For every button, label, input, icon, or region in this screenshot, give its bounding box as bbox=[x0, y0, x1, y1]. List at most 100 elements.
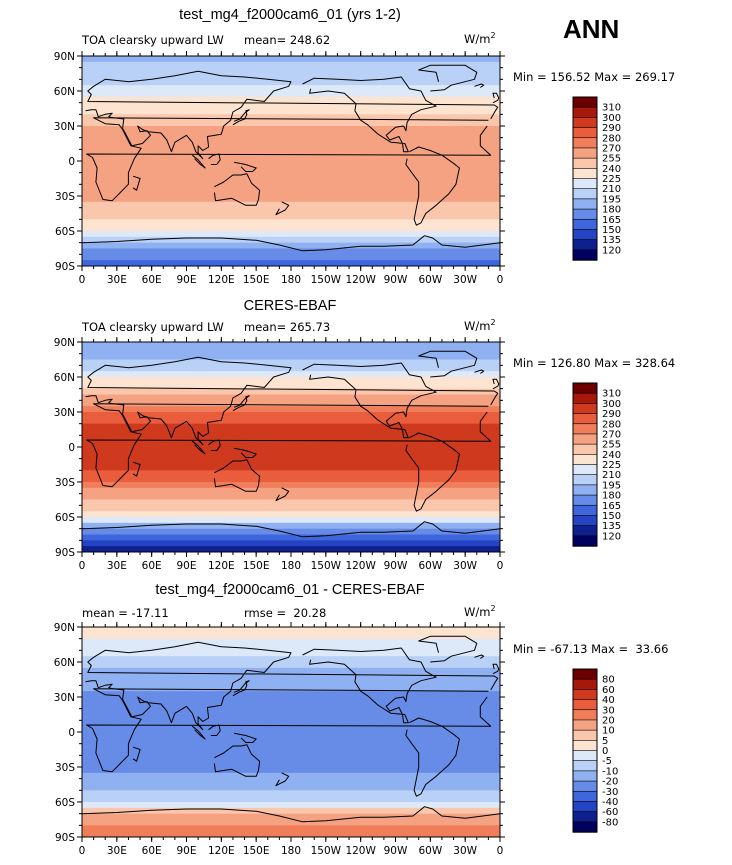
colorbar-level-label: -5 bbox=[602, 756, 612, 767]
lon-tick-label: 60W bbox=[418, 274, 442, 286]
colorbar-level-label: 310 bbox=[602, 389, 621, 400]
field-band bbox=[82, 184, 500, 191]
field-band bbox=[82, 702, 500, 710]
lat-tick-label: 90N bbox=[54, 337, 75, 349]
field-band bbox=[82, 720, 500, 727]
coastline-north-america bbox=[302, 362, 437, 439]
coastline-iceland bbox=[474, 654, 485, 659]
coastline-antarctica bbox=[82, 235, 500, 252]
field-band bbox=[82, 85, 500, 92]
panel1-title: test_mg4_f2000cam6_01 (yrs 1-2) bbox=[179, 7, 401, 23]
colorbar-swatch bbox=[572, 760, 598, 772]
colorbar-level-label: 255 bbox=[602, 440, 621, 451]
lon-tick-label: 90E bbox=[177, 560, 197, 572]
coastline-uk bbox=[492, 378, 500, 390]
colorbar-swatch bbox=[572, 821, 598, 833]
lat-tick-label: 30N bbox=[54, 692, 75, 704]
panel3-units: W/m2 bbox=[464, 604, 496, 619]
lat-tick-label: 30S bbox=[55, 191, 75, 203]
colorbar-level-label: 165 bbox=[602, 501, 621, 512]
lon-tick-label: 0 bbox=[497, 845, 504, 857]
colorbar-level-label: 195 bbox=[602, 480, 621, 491]
field-band bbox=[82, 511, 500, 518]
lat-tick-label: 90S bbox=[55, 832, 75, 844]
colorbar-level-label: 80 bbox=[602, 675, 615, 686]
field-band bbox=[82, 73, 500, 80]
field-band bbox=[82, 225, 500, 232]
coastline-new-guinea bbox=[234, 732, 257, 743]
lon-tick-label: 0 bbox=[79, 845, 86, 857]
field-band bbox=[82, 638, 500, 646]
field-band bbox=[82, 207, 500, 215]
field-band bbox=[82, 394, 500, 401]
lon-tick-label: 90E bbox=[177, 274, 197, 286]
field-band bbox=[82, 755, 500, 762]
colorbar-swatch bbox=[572, 403, 598, 415]
coastline-uk bbox=[492, 663, 500, 675]
field-band bbox=[82, 534, 500, 541]
field-band bbox=[82, 749, 500, 756]
coastline-madagascar bbox=[132, 175, 141, 191]
colorbar-swatch bbox=[572, 790, 598, 803]
colorbar-swatch bbox=[572, 168, 598, 180]
field-band bbox=[82, 441, 500, 448]
field-band bbox=[82, 178, 500, 185]
field-band bbox=[82, 172, 500, 180]
field-band bbox=[82, 697, 500, 704]
field-band bbox=[82, 447, 500, 454]
lon-tick-label: 0 bbox=[79, 560, 86, 572]
panel2-variable-label: TOA clearsky upward LW bbox=[82, 320, 224, 334]
lon-tick-label: 60E bbox=[142, 274, 162, 286]
colorbar-swatch bbox=[572, 392, 598, 405]
colorbar-level-label: 290 bbox=[602, 123, 621, 134]
lon-tick-label: 150E bbox=[243, 845, 270, 857]
panel3-title: test_mg4_f2000cam6_01 - CERES-EBAF bbox=[155, 582, 425, 598]
field-band bbox=[82, 126, 500, 133]
panel2-minmax: Min = 126.80 Max = 328.64 bbox=[513, 356, 676, 370]
colorbar-swatch bbox=[572, 780, 598, 792]
colorbar-swatch bbox=[572, 801, 598, 813]
field-band bbox=[82, 667, 500, 675]
field-band bbox=[82, 505, 500, 512]
colorbar-swatch bbox=[572, 729, 598, 742]
colorbar-swatch bbox=[572, 504, 598, 517]
field-band bbox=[82, 359, 500, 366]
field-band bbox=[82, 260, 500, 266]
panel1-mean-label: mean= 248.62 bbox=[244, 33, 331, 47]
colorbar-swatch bbox=[572, 678, 598, 691]
lon-tick-label: 120W bbox=[345, 274, 376, 286]
colorbar-swatch bbox=[572, 249, 598, 261]
panel3-mean-label: mean = -17.11 bbox=[82, 606, 169, 620]
colorbar-level-label: 150 bbox=[602, 511, 621, 522]
lon-tick-label: 180 bbox=[281, 845, 301, 857]
lat-tick-label: 30S bbox=[55, 477, 75, 489]
field-band bbox=[82, 476, 500, 483]
coastline-north-america bbox=[302, 76, 437, 153]
field-band bbox=[82, 213, 500, 220]
field-band bbox=[82, 662, 500, 669]
colorbar-swatch bbox=[572, 464, 598, 476]
colorbar-level-label: 270 bbox=[602, 429, 621, 440]
colorbar-swatch bbox=[572, 474, 598, 486]
lon-tick-label: 150E bbox=[243, 560, 270, 572]
field-band bbox=[82, 737, 500, 745]
field-band bbox=[82, 423, 500, 431]
field-band bbox=[82, 353, 500, 361]
lon-tick-label: 180 bbox=[281, 274, 301, 286]
map-panel-1: 90N 60N 30N 0 30S 60S 90S 0 30E 60E 90E 120E 150E 180… bbox=[54, 51, 505, 286]
coastline-japan bbox=[232, 109, 250, 126]
colorbar-swatch bbox=[572, 423, 598, 435]
lon-tick-label: 30E bbox=[107, 560, 127, 572]
field-band bbox=[82, 196, 500, 203]
colorbar-level-label: -10 bbox=[602, 766, 618, 777]
colorbar-swatch bbox=[572, 750, 598, 762]
colorbar-swatch bbox=[572, 188, 598, 200]
colorbar-swatch bbox=[572, 484, 598, 496]
field-band bbox=[82, 388, 500, 396]
lon-tick-label: 90W bbox=[384, 845, 408, 857]
field-band bbox=[82, 96, 500, 104]
field-band bbox=[82, 155, 500, 162]
field-band bbox=[82, 458, 500, 466]
colorbar-swatch bbox=[572, 494, 598, 506]
